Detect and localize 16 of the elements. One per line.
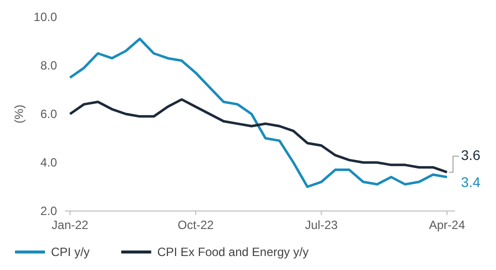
x-tick-label: Jan-22 [52,218,89,232]
line-series [68,38,448,188]
annotation: 3.6 [461,147,481,164]
y-tick-label: 2.0 [40,204,58,218]
line-series [68,98,448,174]
y-tick-label: 8.0 [40,58,58,72]
annotation: 3.4 [461,174,481,190]
x-tick-label: Apr-24 [428,218,466,232]
y-tick-label: 6.0 [40,107,58,121]
y-tick-label: 4.0 [40,156,58,170]
x-tick-label: Jul-23 [304,218,338,232]
legend-label: CPI y/y [51,245,90,259]
x-tick-label: Oct-22 [178,218,214,232]
legend-label: CPI Ex Food and Energy y/y [157,245,309,259]
y-axis-title: (%) [12,104,26,124]
y-tick-label: 10.0 [34,10,58,24]
